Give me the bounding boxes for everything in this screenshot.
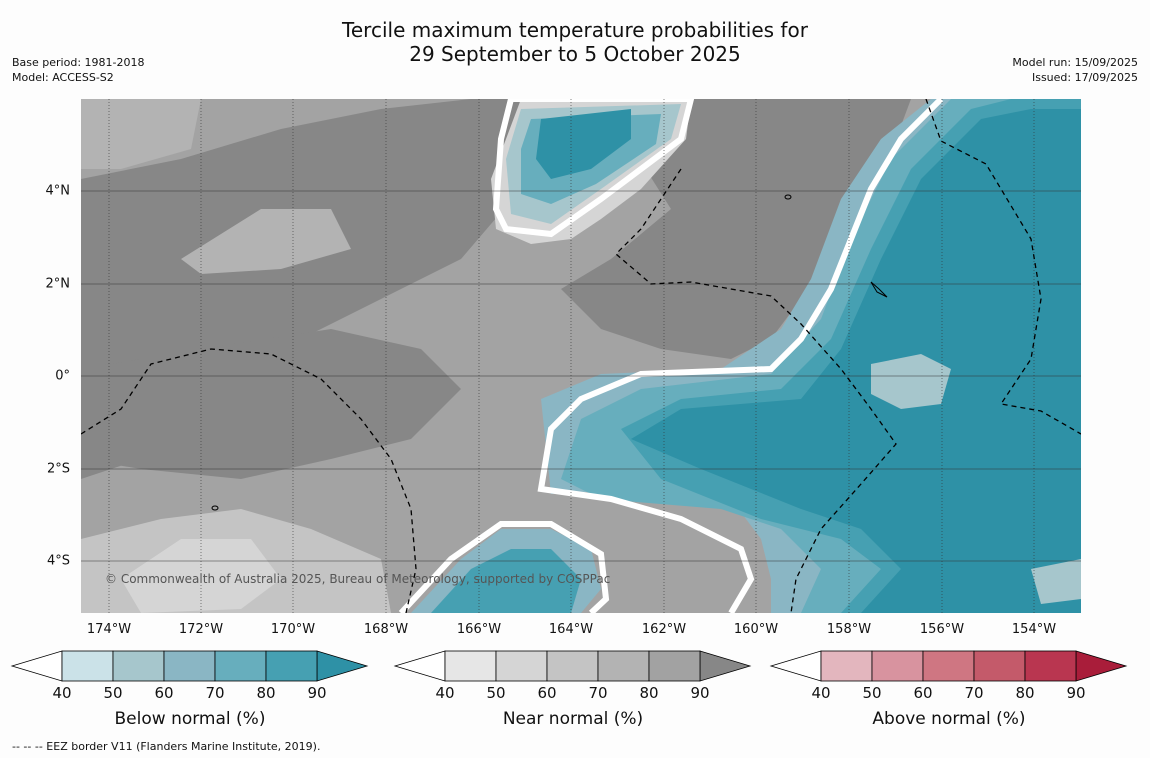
colorbar-near-normal-40-50: [444, 650, 497, 682]
colorbar-above-normal-60-70: [922, 650, 975, 682]
colorbar-tick: 80: [1015, 684, 1035, 702]
model-run-text: Model run: 15/09/2025: [1012, 56, 1138, 69]
colorbar-near-normal-min-arrow: [393, 650, 446, 682]
colorbar-tick: 40: [811, 684, 831, 702]
model-run-info: Model run: 15/09/2025 Issued: 17/09/2025: [1012, 55, 1138, 85]
map-title: Tercile maximum temperature probabilitie…: [0, 18, 1150, 66]
lon-label: 168°W: [363, 622, 409, 637]
colorbar-title: Near normal (%): [502, 709, 644, 729]
title-line-1: Tercile maximum temperature probabilitie…: [342, 18, 808, 42]
island-outlines: [211, 194, 888, 511]
colorbar-tick: 70: [205, 684, 225, 702]
below-50-se-patch: [1031, 559, 1081, 604]
colorbar-below-normal-swatches: [10, 650, 369, 682]
colorbar-below-normal-50-60: [112, 650, 165, 682]
colorbar-tick: 90: [1066, 684, 1086, 702]
lat-label: 2°N: [45, 276, 71, 292]
below-90-east: [631, 109, 1081, 613]
colorbar-below-normal-max-arrow: [316, 650, 369, 682]
near-normal-dark-south: [81, 329, 461, 479]
colorbar-below-normal-80-90: [265, 650, 318, 682]
colorbar-tick: 80: [256, 684, 276, 702]
colorbar-tick: 80: [639, 684, 659, 702]
lon-label: 158°W: [826, 622, 872, 637]
colorbar-near-normal-max-arrow: [699, 650, 752, 682]
below-90-north: [536, 109, 631, 179]
lat-label: 4°S: [46, 553, 70, 569]
lon-label: 174°W: [86, 622, 132, 637]
colorbar-below-normal-min-arrow: [10, 650, 63, 682]
colorbar-tick: 50: [103, 684, 123, 702]
colorbar-near-normal-80-90: [648, 650, 701, 682]
zero-contour-north: [492, 99, 695, 238]
near-normal-light-patch: [181, 209, 351, 274]
probability-map: © Commonwealth of Australia 2025, Bureau…: [81, 99, 1081, 613]
lon-label: 172°W: [178, 622, 224, 637]
colorbar-below-normal-40-50: [61, 650, 114, 682]
colorbar-tick: 60: [154, 684, 174, 702]
colorbar-tick: 90: [690, 684, 710, 702]
colorbar-above-normal-swatches: [769, 650, 1128, 682]
zero-contour-south: [398, 521, 610, 613]
zero-contour-east: [537, 99, 944, 613]
colorbar-tick: 50: [486, 684, 506, 702]
lon-label: 162°W: [641, 622, 687, 637]
colorbar-above-normal: 40 50 60 70 80 90 Above normal (%): [769, 648, 1129, 738]
colorbar-near-normal-60-70: [546, 650, 599, 682]
eez-footnote: -- -- -- EEZ border V11 (Flanders Marine…: [12, 740, 321, 753]
colorbar-title: Above normal (%): [872, 709, 1026, 729]
lon-label: 166°W: [456, 622, 502, 637]
colorbar-tick: 40: [52, 684, 72, 702]
colorbar-near-normal-70-80: [597, 650, 650, 682]
colorbar-above-normal-40-50: [820, 650, 873, 682]
lon-label: 156°W: [919, 622, 965, 637]
colorbar-tick: 60: [537, 684, 557, 702]
colorbar-above-normal-50-60: [871, 650, 924, 682]
colorbar-above-normal-max-arrow: [1075, 650, 1128, 682]
map-canvas: [81, 99, 1081, 613]
colorbar-near-normal-swatches: [393, 650, 752, 682]
colorbar-tick: 40: [435, 684, 455, 702]
colorbar-below-normal-60-70: [163, 650, 216, 682]
copyright-notice: © Commonwealth of Australia 2025, Bureau…: [105, 572, 611, 586]
colorbar-below-normal-70-80: [214, 650, 267, 682]
colorbar-tick: 90: [307, 684, 327, 702]
lon-label: 170°W: [270, 622, 316, 637]
base-period-info: Base period: 1981-2018 Model: ACCESS-S2: [12, 55, 144, 85]
eez-borders: [81, 99, 1081, 613]
colorbar-near-normal-50-60: [495, 650, 548, 682]
lat-label: 4°N: [45, 183, 71, 199]
model-text: Model: ACCESS-S2: [12, 71, 114, 84]
colorbar-above-normal-70-80: [973, 650, 1026, 682]
lon-label: 160°W: [733, 622, 779, 637]
colorbar-tick: 70: [964, 684, 984, 702]
lat-label: 0°: [55, 368, 70, 384]
colorbar-below-normal: 40 50 60 70 80 90 Below normal (%): [10, 648, 370, 738]
base-period-text: Base period: 1981-2018: [12, 56, 145, 69]
issued-text: Issued: 17/09/2025: [1031, 71, 1138, 84]
colorbar-near-normal: 40 50 60 70 80 90 Near normal (%): [393, 648, 753, 738]
title-line-2: 29 September to 5 October 2025: [409, 42, 741, 66]
colorbar-title: Below normal (%): [114, 709, 266, 729]
colorbar-tick: 70: [588, 684, 608, 702]
lon-label: 154°W: [1011, 622, 1057, 637]
near-normal-light-nw: [81, 99, 201, 169]
latitude-gridlines: [81, 190, 1081, 562]
below-50-east-patch: [871, 354, 951, 409]
colorbar-above-normal-80-90: [1024, 650, 1077, 682]
lat-label: 2°S: [46, 461, 70, 477]
lon-label: 164°W: [548, 622, 594, 637]
colorbar-tick: 60: [913, 684, 933, 702]
below-80-south: [431, 549, 581, 613]
colorbar-above-normal-min-arrow: [769, 650, 822, 682]
colorbar-tick: 50: [862, 684, 882, 702]
